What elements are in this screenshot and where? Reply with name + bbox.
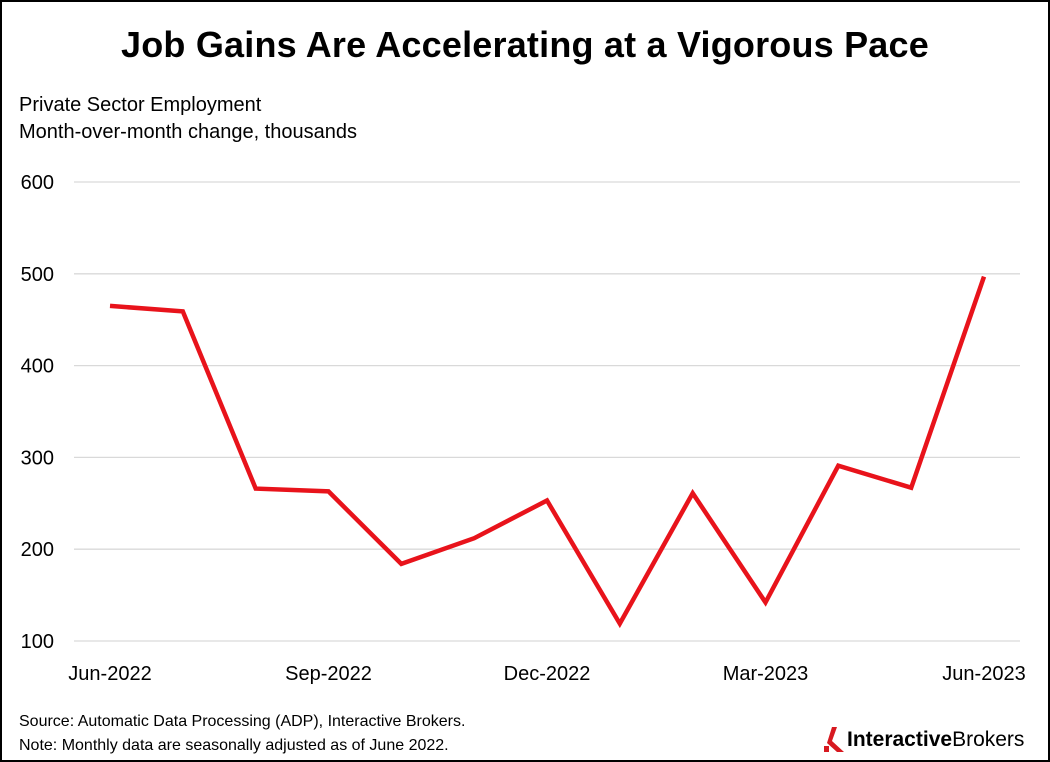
x-tick-label: Jun-2022 (68, 663, 151, 685)
footnote-source: Source: Automatic Data Processing (ADP),… (19, 713, 466, 730)
x-tick-label: Jun-2023 (942, 663, 1025, 685)
series-line-0 (109, 275, 987, 629)
x-tick-label: Dec-2022 (504, 663, 591, 685)
logo-text-brokers: Brokers (952, 728, 1025, 751)
chart-subtitle: Private Sector Employment Month-over-mon… (19, 92, 357, 146)
interactive-brokers-logo-icon (824, 727, 844, 752)
line-chart: 100 200 300 400 500 600 Jun-2022 Sep-2022 Dec-20… (21, 172, 1026, 685)
y-tick-label: 500 (21, 264, 54, 286)
y-tick-label: 200 (21, 539, 54, 561)
footnote-note: Note: Monthly data are seasonally adjust… (19, 737, 449, 754)
interactive-brokers-logo: Interactive Brokers (824, 724, 1024, 756)
x-tick-label: Sep-2022 (285, 663, 372, 685)
subtitle-line-units: Month-over-month change, thousands (19, 121, 357, 143)
y-tick-label: 100 (21, 631, 54, 653)
logo-text-interactive: Interactive (847, 728, 953, 751)
footnotes: Source: Automatic Data Processing (ADP),… (19, 710, 465, 758)
y-tick-label: 300 (21, 447, 54, 469)
y-tick-label: 400 (21, 356, 54, 378)
y-tick-label: 600 (21, 172, 54, 194)
chart-title: Job Gains Are Accelerating at a Vigorous… (121, 24, 929, 65)
x-tick-label: Mar-2023 (723, 663, 809, 685)
subtitle-line-series: Private Sector Employment (19, 94, 262, 116)
